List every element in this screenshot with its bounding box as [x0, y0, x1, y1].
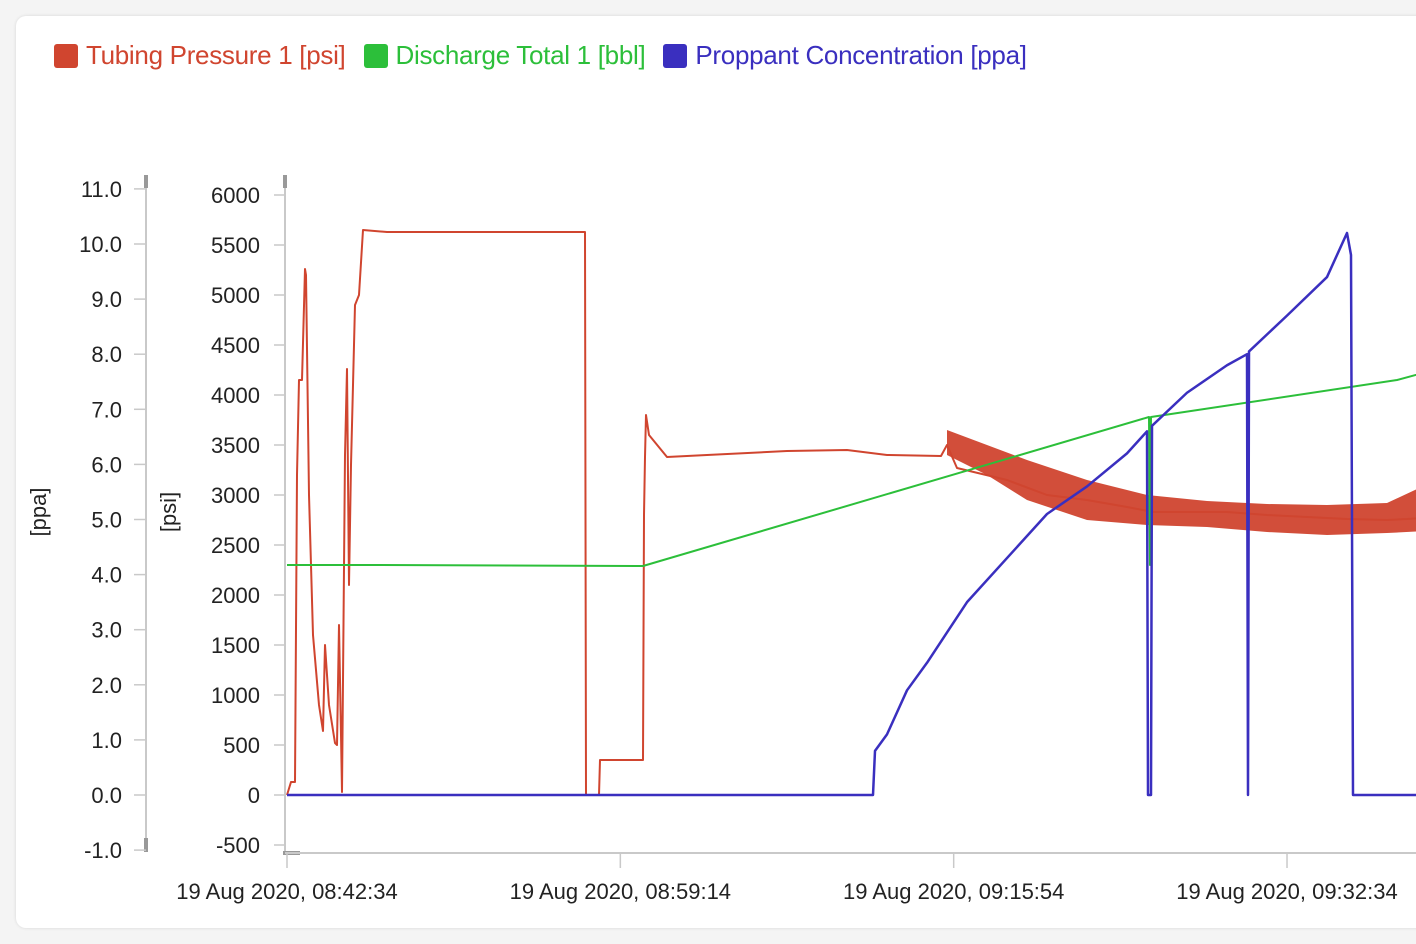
ppa-tick-label: 9.0: [91, 287, 122, 312]
ppa-tick-label: 1.0: [91, 728, 122, 753]
ppa-tick-label: 10.0: [79, 232, 122, 257]
ppa-tick-label: 6.0: [91, 452, 122, 477]
psi-tick-label: 1000: [211, 683, 260, 708]
plot-series-group: [286, 229, 1416, 797]
ppa-tick-label: 2.0: [91, 673, 122, 698]
legend-swatch-discharge-total: [363, 43, 388, 68]
x-tick-label: 19 Aug 2020, 09:32:34: [1176, 879, 1397, 904]
ppa-tick-label: 3.0: [91, 618, 122, 643]
psi-tick-label: 3500: [211, 433, 260, 458]
proppant-concentration-line: [287, 231, 1416, 797]
tubing-pressure-noise-band: [947, 430, 1416, 535]
legend-label-tubing-pressure: Tubing Pressure 1 [psi]: [86, 40, 346, 70]
axes: -1.0 0.0 1.0 2.0 3.0 4.0 5.0 6.0 7.0 8.0 9.0 10.0 11…: [79, 175, 1416, 904]
psi-tick-label: 4000: [211, 383, 260, 408]
legend: Tubing Pressure 1 [psi] Discharge Total …: [54, 40, 1027, 71]
psi-tick-label: 6000: [211, 183, 260, 208]
psi-tick-label: 4500: [211, 333, 260, 358]
chart-card: Tubing Pressure 1 [psi] Discharge Total …: [16, 16, 1416, 928]
psi-tick-label: 5500: [211, 233, 260, 258]
legend-item-discharge-total[interactable]: Discharge Total 1 [bbl]: [363, 40, 646, 71]
psi-axis-title: [psi]: [156, 492, 181, 532]
ppa-tick-label: 5.0: [91, 508, 122, 533]
psi-tick-label: 5000: [211, 283, 260, 308]
psi-tick-label: 3000: [211, 483, 260, 508]
discharge-total-line: [287, 373, 1416, 567]
psi-tick-label: 500: [223, 733, 260, 758]
ppa-tick-label: 0.0: [91, 783, 122, 808]
x-tick-label: 19 Aug 2020, 08:42:34: [176, 879, 397, 904]
x-tick-label: 19 Aug 2020, 09:15:54: [843, 879, 1064, 904]
psi-tick-label: -500: [216, 833, 260, 858]
x-tick-label: 19 Aug 2020, 08:59:14: [510, 879, 731, 904]
psi-tick-label: 0: [248, 783, 260, 808]
legend-label-proppant: Proppant Concentration [ppa]: [695, 40, 1027, 70]
legend-item-proppant[interactable]: Proppant Concentration [ppa]: [663, 40, 1027, 71]
ppa-tick-label: 11.0: [81, 177, 122, 202]
legend-label-discharge-total: Discharge Total 1 [bbl]: [395, 40, 646, 70]
tubing-pressure-line: [286, 229, 1416, 796]
ppa-tick-label: 8.0: [91, 342, 122, 367]
psi-tick-label: 2000: [211, 583, 260, 608]
psi-tick-label: 2500: [211, 533, 260, 558]
legend-swatch-proppant: [663, 43, 688, 68]
ppa-axis-title: [ppa]: [26, 488, 51, 537]
ppa-tick-label: 7.0: [91, 397, 122, 422]
ppa-tick-label: -1.0: [84, 838, 122, 863]
psi-tick-label: 1500: [211, 633, 260, 658]
legend-swatch-tubing-pressure: [54, 43, 78, 68]
ppa-tick-label: 4.0: [91, 563, 122, 588]
plot-area: [286, 229, 1416, 797]
legend-item-tubing-pressure[interactable]: Tubing Pressure 1 [psi]: [54, 40, 346, 71]
